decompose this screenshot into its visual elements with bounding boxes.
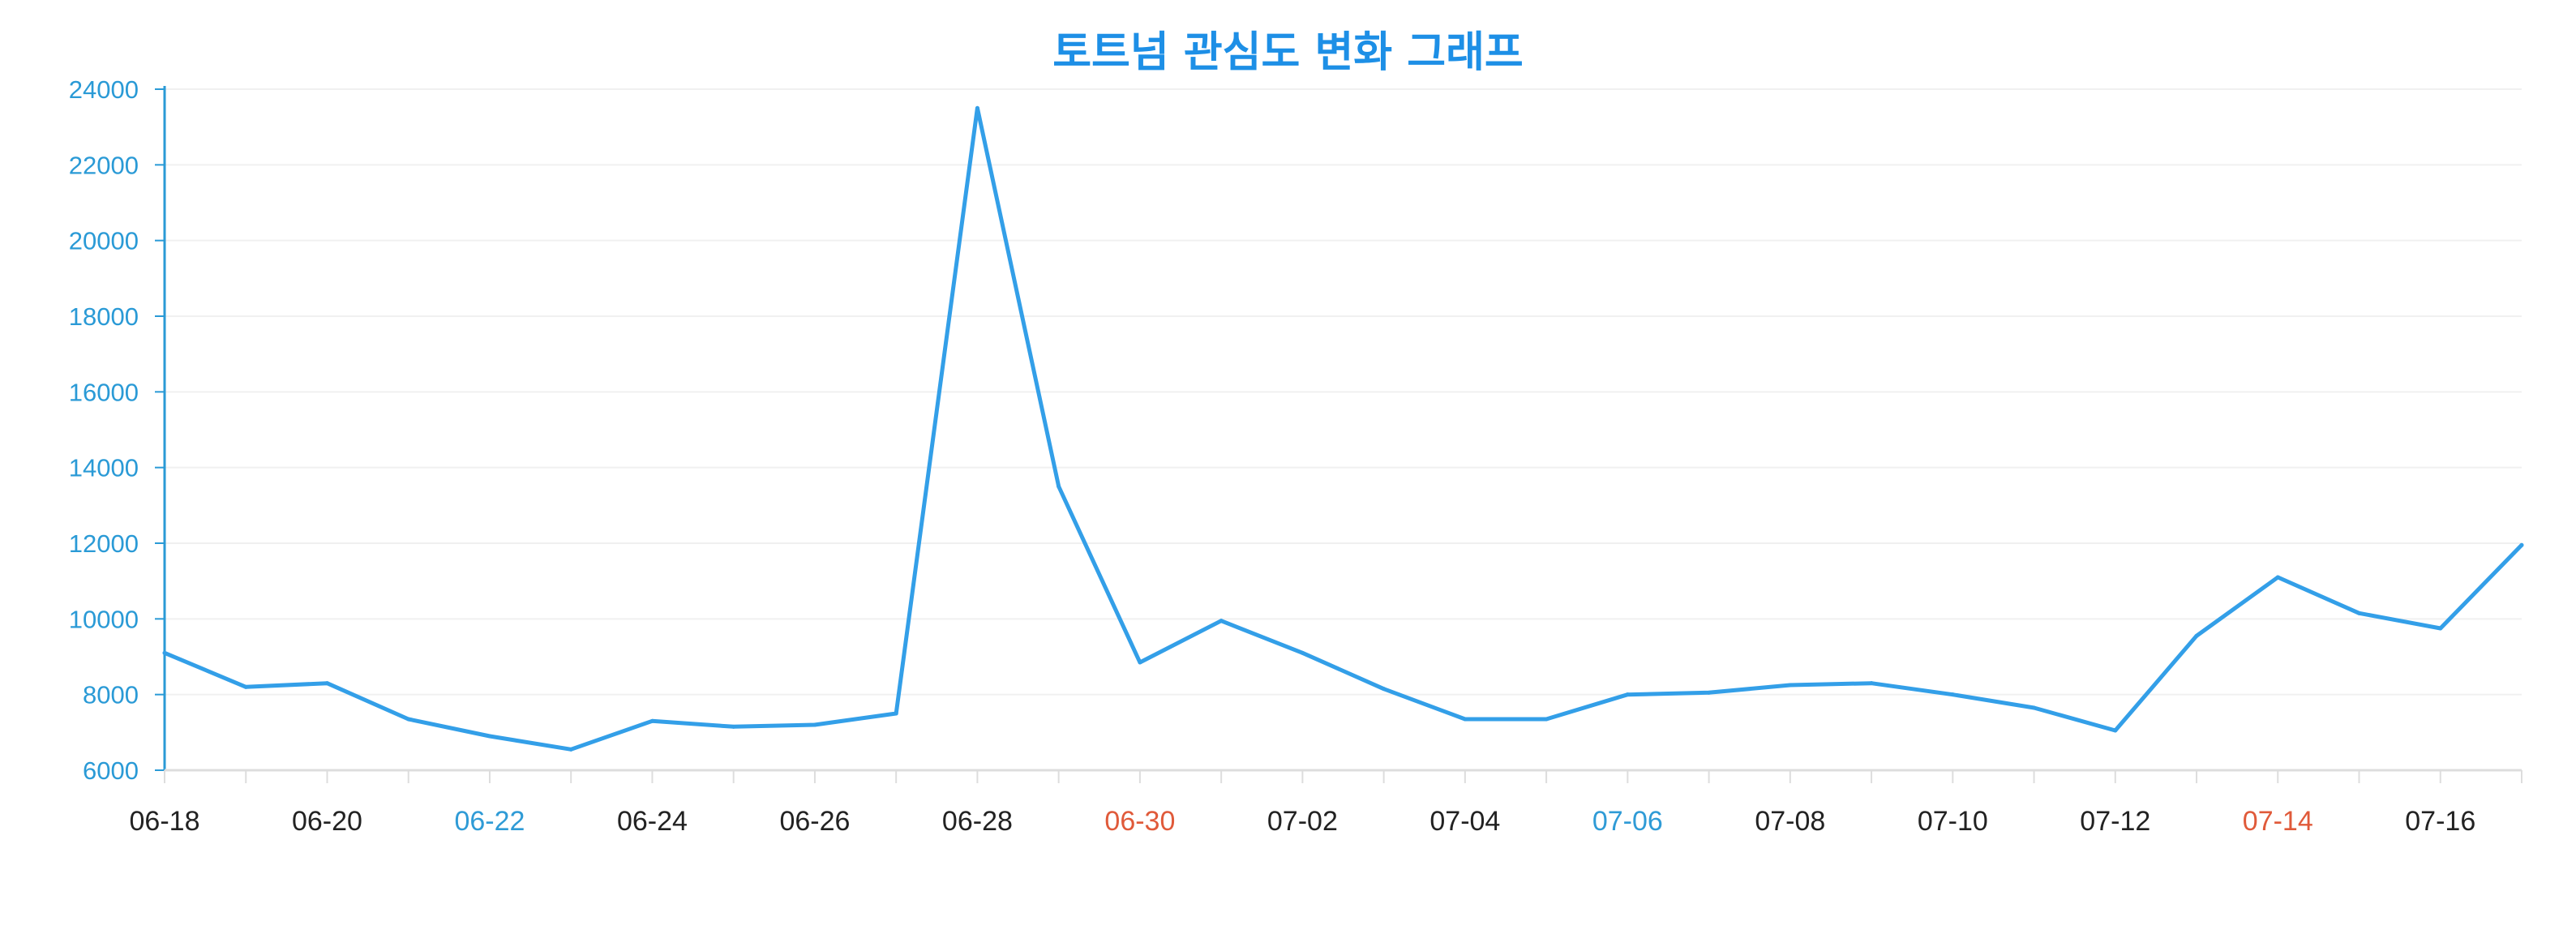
y-tick-label: 20000: [69, 227, 139, 255]
data-point: [1625, 692, 1630, 697]
x-tick-label: 06-28: [942, 806, 1013, 837]
y-tick-label: 12000: [69, 529, 139, 558]
data-point: [2032, 705, 2037, 710]
data-point: [894, 711, 898, 716]
x-tick-label: 06-24: [617, 806, 688, 837]
data-point: [731, 724, 736, 729]
x-tick-label: 07-10: [1918, 806, 1988, 837]
data-point: [1788, 683, 1793, 688]
x-tick-label: 07-06: [1592, 806, 1663, 837]
data-point: [1707, 690, 1712, 695]
data-point: [1300, 650, 1305, 655]
data-point: [1463, 717, 1468, 722]
y-tick-label: 6000: [83, 756, 139, 785]
x-tick-label: 07-16: [2405, 806, 2475, 837]
x-tick-label: 06-30: [1104, 806, 1175, 837]
data-point: [649, 718, 654, 723]
data-point: [1544, 717, 1549, 722]
y-tick-label: 16000: [69, 378, 139, 406]
x-tick-label: 07-12: [2080, 806, 2150, 837]
data-point: [812, 722, 817, 727]
data-point: [975, 105, 979, 110]
x-tick-label: 07-04: [1429, 806, 1500, 837]
y-tick-label: 8000: [83, 681, 139, 709]
data-point: [2438, 626, 2443, 631]
data-point: [1869, 681, 1874, 686]
x-tick-label: 06-20: [292, 806, 362, 837]
y-tick-label: 24000: [69, 75, 139, 104]
y-tick-label: 14000: [69, 454, 139, 482]
data-point: [2519, 542, 2524, 547]
data-point: [2357, 611, 2362, 615]
data-point: [1219, 619, 1224, 623]
chart-title: 토트넘 관심도 변화 그래프: [1052, 28, 1524, 77]
y-tick-label: 22000: [69, 151, 139, 179]
x-tick-label: 07-08: [1755, 806, 1825, 837]
x-tick-label: 06-22: [454, 806, 525, 837]
data-point: [2194, 633, 2199, 638]
data-point: [324, 681, 329, 686]
x-tick-label: 06-18: [130, 806, 200, 837]
y-tick-label: 18000: [69, 302, 139, 331]
data-point: [1950, 692, 1955, 697]
data-point: [568, 747, 573, 752]
data-point: [1382, 687, 1387, 692]
data-point: [1057, 484, 1061, 489]
x-tick-label: 07-02: [1267, 806, 1338, 837]
data-point: [2275, 575, 2280, 580]
data-point: [243, 684, 248, 689]
data-point: [1138, 660, 1142, 665]
data-point: [487, 734, 492, 739]
data-point: [406, 717, 411, 722]
series-line: [162, 105, 2524, 752]
y-tick-label: 10000: [69, 605, 139, 633]
x-tick-label: 07-14: [2243, 806, 2313, 837]
x-tick-label: 06-26: [779, 806, 850, 837]
data-point: [162, 650, 167, 655]
data-point: [2113, 728, 2118, 733]
